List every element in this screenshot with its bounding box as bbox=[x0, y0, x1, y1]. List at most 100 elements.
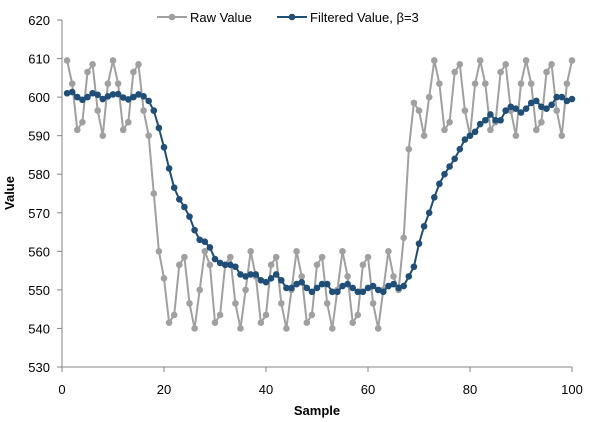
series-raw-point bbox=[130, 69, 137, 76]
series-raw-point bbox=[74, 127, 81, 134]
series-raw-point bbox=[513, 132, 520, 139]
series-raw-point bbox=[100, 132, 107, 139]
series-raw-point bbox=[181, 254, 188, 261]
series-raw-point bbox=[497, 69, 504, 76]
series-raw-point bbox=[446, 119, 453, 126]
series-raw-point bbox=[156, 248, 163, 255]
series-filtered-point bbox=[482, 117, 489, 124]
series-raw-point bbox=[115, 80, 122, 87]
x-axis-title: Sample bbox=[294, 403, 340, 418]
y-tick-label: 590 bbox=[28, 129, 50, 144]
series-raw-point bbox=[569, 57, 576, 64]
legend-marker-raw bbox=[169, 14, 176, 21]
series-raw-point bbox=[400, 235, 407, 242]
series-raw-point bbox=[477, 57, 484, 64]
series-raw-point bbox=[462, 107, 469, 114]
series-filtered-point bbox=[171, 184, 178, 191]
series-filtered-point bbox=[202, 238, 209, 245]
legend: Raw Value Filtered Value, β=3 bbox=[157, 10, 419, 25]
series-filtered-point bbox=[69, 89, 76, 96]
series-raw-point bbox=[186, 300, 193, 307]
plot-area bbox=[64, 57, 576, 332]
y-tick-label: 570 bbox=[28, 206, 50, 221]
series-raw-point bbox=[69, 80, 76, 87]
series-filtered-point bbox=[431, 194, 438, 201]
series-raw-point bbox=[385, 248, 392, 255]
series-raw-point bbox=[258, 319, 265, 326]
series-filtered-point bbox=[191, 227, 198, 234]
x-axis: 0 20 40 60 80 100 bbox=[58, 367, 582, 397]
series-raw-point bbox=[135, 61, 142, 68]
y-tick-label: 540 bbox=[28, 321, 50, 336]
legend-label-filtered: Filtered Value, β=3 bbox=[310, 10, 419, 25]
series-raw-point bbox=[212, 319, 219, 326]
series-raw-point bbox=[237, 325, 244, 332]
y-tick-label: 530 bbox=[28, 360, 50, 375]
series-raw-point bbox=[145, 132, 152, 139]
series-raw-point bbox=[411, 100, 418, 107]
series-raw-point bbox=[304, 319, 311, 326]
series-filtered-point bbox=[472, 129, 479, 136]
series-raw-point bbox=[518, 80, 525, 87]
series-raw bbox=[64, 57, 576, 332]
series-raw-point bbox=[349, 319, 356, 326]
series-raw-point bbox=[355, 312, 362, 319]
series-raw-point bbox=[365, 254, 372, 261]
series-filtered-point bbox=[166, 165, 173, 172]
series-raw-point bbox=[314, 262, 321, 269]
series-filtered-point bbox=[416, 240, 423, 247]
series-filtered-point bbox=[487, 111, 494, 118]
series-raw-point bbox=[329, 325, 336, 332]
series-filtered-point bbox=[207, 244, 214, 251]
y-tick-label: 560 bbox=[28, 244, 50, 259]
series-raw-point bbox=[105, 80, 112, 87]
series-raw-point bbox=[247, 248, 254, 255]
series-raw-point bbox=[538, 119, 545, 126]
series-raw-point bbox=[324, 300, 331, 307]
series-raw-point bbox=[217, 312, 224, 319]
series-filtered-point bbox=[324, 281, 331, 288]
series-raw-point bbox=[140, 107, 147, 114]
series-filtered-point bbox=[411, 263, 418, 270]
x-tick-label: 100 bbox=[561, 382, 583, 397]
series-raw-point bbox=[487, 127, 494, 134]
series-filtered-point bbox=[186, 213, 193, 220]
series-filtered-point bbox=[181, 204, 188, 211]
y-axis-title: Value bbox=[2, 176, 17, 210]
series-filtered-point bbox=[298, 279, 305, 286]
x-tick-label: 80 bbox=[463, 382, 477, 397]
series-raw-point bbox=[559, 132, 566, 139]
legend-marker-filtered bbox=[289, 14, 296, 21]
y-tick-label: 580 bbox=[28, 167, 50, 182]
series-filtered-point bbox=[334, 289, 341, 296]
y-tick-label: 610 bbox=[28, 52, 50, 67]
series-raw-point bbox=[298, 273, 305, 280]
series-raw-point bbox=[263, 312, 270, 319]
series-filtered-point bbox=[400, 283, 407, 290]
series-raw-point bbox=[564, 80, 571, 87]
series-raw-point bbox=[553, 107, 560, 114]
series-raw-point bbox=[360, 262, 367, 269]
series-filtered-point bbox=[140, 93, 147, 100]
series-filtered-point bbox=[441, 171, 448, 178]
series-filtered-point bbox=[451, 156, 458, 163]
series-filtered-point bbox=[156, 125, 163, 132]
series-raw-point bbox=[482, 80, 489, 87]
series-filtered-point bbox=[232, 263, 239, 270]
series-raw-point bbox=[125, 119, 132, 126]
series-filtered-point bbox=[421, 223, 428, 230]
series-filtered-point bbox=[457, 146, 464, 153]
series-filtered-point bbox=[380, 289, 387, 296]
series-raw-point bbox=[416, 107, 423, 114]
series-filtered-point bbox=[497, 117, 504, 124]
series-raw-point bbox=[436, 80, 443, 87]
series-raw-point bbox=[528, 80, 535, 87]
series-filtered-point bbox=[569, 96, 576, 103]
series-filtered-point bbox=[94, 92, 101, 99]
series-raw-point bbox=[375, 325, 382, 332]
y-tick-label: 620 bbox=[28, 13, 50, 28]
series-raw-point bbox=[319, 254, 326, 261]
series-raw-point bbox=[441, 127, 448, 134]
series-raw-point bbox=[502, 61, 509, 68]
